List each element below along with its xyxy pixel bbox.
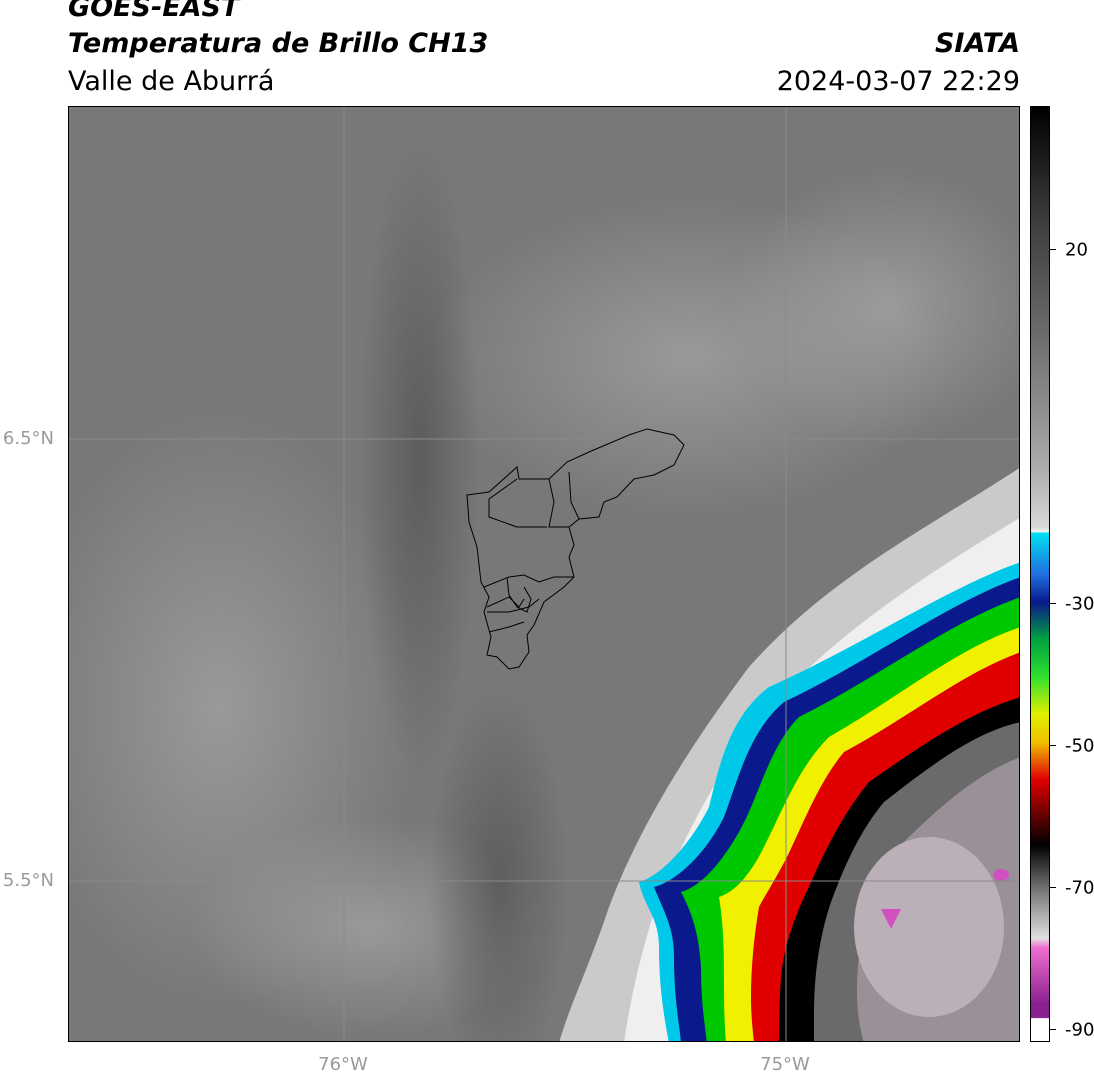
overshooting-top-small [993,869,1009,881]
satellite-map[interactable] [68,106,1020,1042]
municipal-line [483,574,574,588]
aburra-boundaries [466,428,685,670]
colorbar-tick [1050,1029,1056,1030]
colorbar-tick [1050,249,1056,250]
valley-warm-band [359,137,479,777]
storm-core-coldest [854,837,1004,1017]
colorbar-tick [1050,603,1056,604]
map-canvas [69,107,1019,1041]
timestamp-label: 2024-03-07 22:29 [776,66,1020,97]
municipal-line [487,598,540,613]
satellite-title: GOES-EAST [68,0,240,23]
lat-label-5-5n: 5.5°N [2,870,54,891]
colorbar-tick [1050,887,1056,888]
valle-outline [466,428,685,670]
municipal-line [548,478,569,528]
colorbar-gradient [1031,107,1049,1041]
organization-label: SIATA [934,28,1020,59]
colorbar-label-minus70: -70 [1065,877,1094,899]
lat-label-6-5n: 6.5°N [2,428,54,449]
cloud-patch [729,167,1019,447]
colorbar-label-minus30: -30 [1065,593,1094,615]
valley-warm-band [429,687,569,1041]
lon-label-76w: 76°W [318,1054,368,1075]
product-title: Temperatura de Brillo CH13 [68,28,489,59]
colorbar-label-20: 20 [1065,239,1088,261]
municipal-line [488,621,525,633]
region-subtitle: Valle de Aburrá [68,66,275,97]
lon-label-75w: 75°W [760,1054,810,1075]
municipal-line [506,576,532,613]
overshooting-top [881,909,901,929]
municipal-line [568,471,580,520]
colorbar-label-minus50: -50 [1065,735,1094,757]
colorbar [1030,106,1050,1042]
colorbar-tick [1050,745,1056,746]
colorbar-label-minus90: -90 [1065,1019,1094,1041]
municipal-line [488,478,547,528]
